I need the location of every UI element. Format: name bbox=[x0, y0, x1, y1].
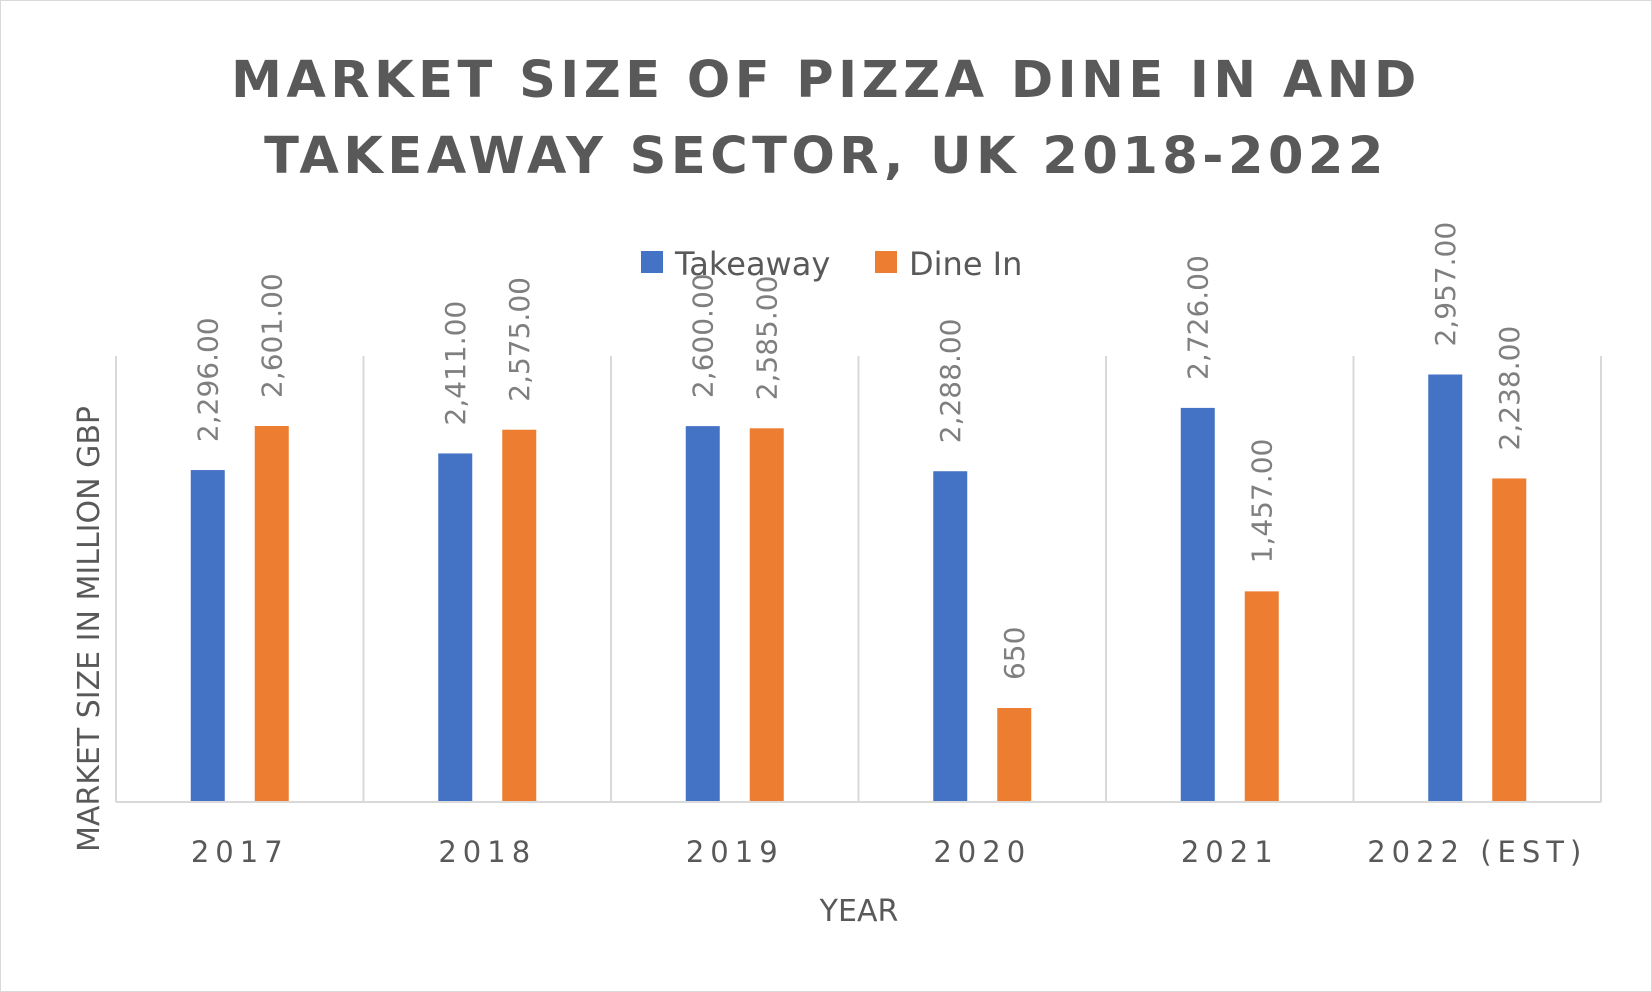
data-label-takeaway-2018: 2,411.00 bbox=[439, 301, 472, 426]
bar-dine-in-2022-est bbox=[1492, 478, 1527, 802]
data-label-takeaway-2017: 2,296.00 bbox=[192, 317, 225, 442]
data-label-takeaway-2020: 2,288.00 bbox=[934, 319, 967, 444]
bar-dine-in-2019 bbox=[749, 428, 784, 802]
x-tick-label-2021: 2021 bbox=[1181, 835, 1279, 869]
data-label-dine-in-2020: 650 bbox=[998, 627, 1031, 680]
chart-title-line-1: MARKET SIZE OF PIZZA DINE IN AND bbox=[231, 51, 1421, 110]
bar-takeaway-2022-est bbox=[1428, 374, 1463, 802]
chart-title-line-2: TAKEAWAY SECTOR, UK 2018-2022 bbox=[264, 127, 1388, 186]
y-axis-title: MARKET SIZE IN MILLION GBP bbox=[72, 406, 107, 852]
x-axis-title: YEAR bbox=[819, 894, 899, 929]
x-tick-label-2017: 2017 bbox=[191, 835, 289, 869]
data-label-takeaway-2021: 2,726.00 bbox=[1182, 255, 1215, 380]
bar-takeaway-2019 bbox=[685, 426, 720, 802]
data-label-dine-in-2019: 2,585.00 bbox=[751, 276, 784, 401]
bar-takeaway-2021 bbox=[1180, 407, 1215, 802]
data-label-dine-in-2018: 2,575.00 bbox=[503, 277, 536, 402]
legend-label-dine-in: Dine In bbox=[909, 245, 1022, 283]
data-label-takeaway-2022-est: 2,957.00 bbox=[1429, 222, 1462, 347]
bar-takeaway-2018 bbox=[438, 453, 473, 802]
legend-swatch-dine-in bbox=[875, 251, 897, 273]
legend-label-takeaway: Takeaway bbox=[674, 245, 830, 283]
x-tick-label-2020: 2020 bbox=[933, 835, 1031, 869]
data-label-dine-in-2022-est: 2,238.00 bbox=[1493, 326, 1526, 451]
data-label-takeaway-2019: 2,600.00 bbox=[687, 273, 720, 398]
bar-dine-in-2020 bbox=[997, 708, 1032, 802]
x-tick-label-2019: 2019 bbox=[686, 835, 784, 869]
data-labels-group: 2,296.00 2,601.00 2,411.00 2,575.00 2,600.00… bbox=[192, 222, 1527, 680]
bar-dine-in-2017 bbox=[254, 425, 289, 802]
bar-takeaway-2020 bbox=[933, 471, 968, 802]
x-tick-labels-group: 2017 2018 2019 2020 2021 2022 (EST) bbox=[191, 835, 1587, 869]
data-label-dine-in-2021: 1,457.00 bbox=[1246, 439, 1279, 564]
legend-swatch-takeaway bbox=[641, 251, 663, 273]
bar-dine-in-2021 bbox=[1244, 591, 1279, 802]
data-label-dine-in-2017: 2,601.00 bbox=[256, 273, 289, 398]
bars-group bbox=[190, 374, 1527, 802]
x-tick-label-2018: 2018 bbox=[438, 835, 536, 869]
bar-takeaway-2017 bbox=[190, 470, 225, 802]
x-tick-label-2022-est: 2022 (EST) bbox=[1367, 835, 1587, 869]
legend: Takeaway Dine In bbox=[641, 245, 1022, 283]
category-gridlines bbox=[115, 356, 1602, 802]
bar-dine-in-2018 bbox=[502, 429, 537, 802]
